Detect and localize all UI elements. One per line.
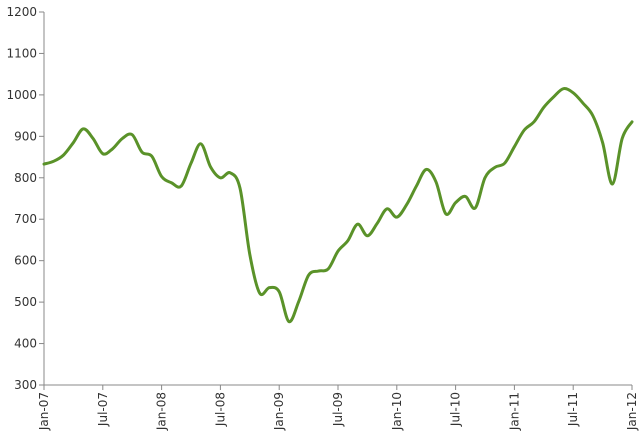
x-tick-label: Jan-12 — [625, 392, 639, 431]
x-tick-label: Jan-10 — [390, 392, 404, 431]
x-axis-ticks: Jan-07 Jul-07 Jan-08 Jul-08 Jan-09 Jul-09 Jan-… — [37, 385, 639, 431]
y-tick-label: 1000 — [6, 88, 37, 102]
y-axis-ticks: 300 400 500 600 700 800 900 1000 1100 1200 — [6, 5, 44, 392]
y-tick-label: 300 — [14, 378, 37, 392]
x-tick-label: Jul-09 — [331, 392, 345, 427]
x-tick-label: Jan-11 — [507, 392, 521, 431]
x-tick-label: Jan-09 — [272, 392, 286, 431]
x-tick-label: Jul-10 — [449, 392, 463, 427]
y-tick-label: 400 — [14, 337, 37, 351]
x-tick-label: Jul-11 — [566, 392, 580, 427]
x-tick-label: Jan-07 — [37, 392, 51, 431]
y-tick-label: 800 — [14, 171, 37, 185]
x-tick-label: Jul-08 — [213, 392, 227, 427]
y-tick-label: 1100 — [6, 46, 37, 60]
series-layer — [42, 87, 634, 324]
x-tick-label: Jul-07 — [96, 392, 110, 427]
y-tick-label: 900 — [14, 129, 37, 143]
x-tick-label: Jan-08 — [155, 392, 169, 431]
series-line — [42, 87, 634, 324]
y-tick-label: 1200 — [6, 5, 37, 19]
y-tick-label: 600 — [14, 254, 37, 268]
y-tick-label: 500 — [14, 295, 37, 309]
y-tick-label: 700 — [14, 212, 37, 226]
